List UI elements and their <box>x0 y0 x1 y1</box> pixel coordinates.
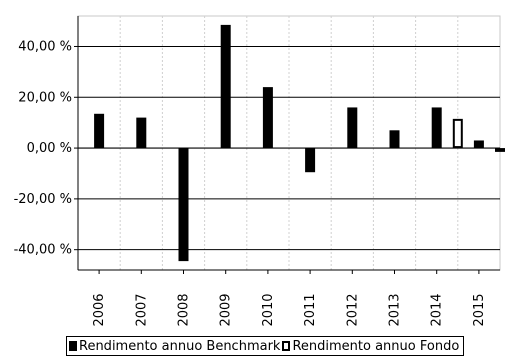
x-tick-label: 2006 <box>92 293 107 326</box>
legend-item-fondo: Rendimento annuo Fondo <box>282 339 459 354</box>
bar-benchmark-2015 <box>473 140 484 149</box>
x-tick-label: 2009 <box>219 293 234 326</box>
x-tick-label: 2011 <box>303 293 318 326</box>
x-tick-label: 2007 <box>134 293 149 326</box>
bar-benchmark-2011 <box>305 148 316 173</box>
x-tick-label: 2012 <box>345 293 360 326</box>
legend-item-benchmark: Rendimento annuo Benchmark <box>69 339 280 354</box>
legend-label-fondo: Rendimento annuo Fondo <box>292 338 460 354</box>
bar-benchmark-2012 <box>347 107 358 149</box>
chart-legend: Rendimento annuo Benchmark Rendimento an… <box>66 336 465 356</box>
x-tick-label: 2015 <box>472 293 487 326</box>
bar-chart: 40,00 % 20,00 % 0,00 % -20,00 % -40,00 % 2006… <box>14 15 505 327</box>
bar-benchmark-2010 <box>262 87 273 149</box>
x-tick-label: 2014 <box>430 293 445 326</box>
bar-benchmark-2006 <box>94 113 105 149</box>
bar-fondo-2014 <box>452 118 463 149</box>
y-tick-label: -40,00 % <box>14 243 72 258</box>
y-tick-label: 0,00 % <box>27 141 72 156</box>
y-tick-label: -20,00 % <box>14 192 72 207</box>
y-tick-label: 40,00 % <box>18 39 72 54</box>
bar-benchmark-2014 <box>431 107 442 149</box>
bar-benchmark-2008 <box>178 148 189 262</box>
bar-benchmark-2013 <box>389 130 400 149</box>
legend-swatch-benchmark <box>69 341 77 351</box>
x-tick-label: 2008 <box>177 293 192 326</box>
bar-benchmark-2007 <box>136 117 147 149</box>
x-tick-label: 2010 <box>261 293 276 326</box>
bar-fondo-2015 <box>495 148 505 152</box>
y-tick-label: 20,00 % <box>18 90 72 105</box>
legend-label-benchmark: Rendimento annuo Benchmark <box>79 338 281 354</box>
x-tick-label: 2013 <box>388 293 403 326</box>
legend-swatch-fondo <box>282 341 291 351</box>
bar-benchmark-2009 <box>220 24 231 149</box>
plot-area <box>77 15 501 271</box>
